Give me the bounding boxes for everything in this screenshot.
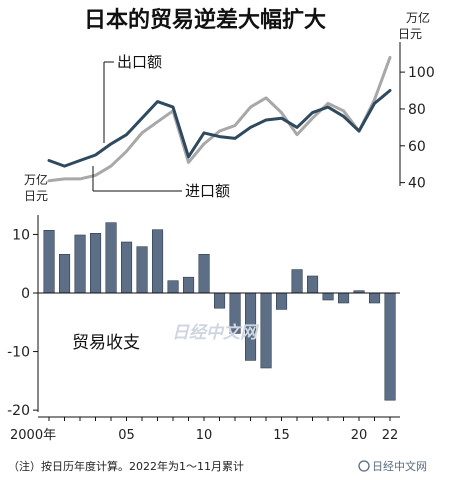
balance-bar bbox=[306, 275, 319, 294]
watermark: 日经中文网 bbox=[172, 323, 260, 343]
footnote: （注）按日历年度计算。2022年为1～11月累计 bbox=[8, 459, 244, 473]
import-line bbox=[47, 55, 392, 183]
trade-lines bbox=[47, 55, 392, 183]
export-series-label: 出口额 bbox=[117, 53, 162, 71]
balance-bar bbox=[58, 254, 71, 294]
balance-bar bbox=[167, 280, 179, 294]
balance-bar bbox=[384, 292, 396, 401]
balance-bar bbox=[136, 246, 148, 294]
bottom-y-tick-label: -20 bbox=[7, 403, 30, 419]
balance-bar bbox=[43, 230, 55, 294]
balance-bar bbox=[74, 234, 86, 294]
x-tick-label: 10 bbox=[196, 428, 213, 443]
x-tick-label: 05 bbox=[118, 428, 135, 443]
bottom-y-axis: 10 0 -10 -20 bbox=[7, 215, 39, 419]
balance-bar bbox=[198, 254, 210, 294]
x-tick-label: 15 bbox=[273, 428, 290, 443]
balance-bar bbox=[291, 269, 303, 294]
balance-bar bbox=[337, 292, 350, 304]
top-y-tick-label: 80 bbox=[408, 102, 426, 118]
balance-bar bbox=[90, 233, 102, 294]
trade-balance-bars bbox=[38, 222, 400, 401]
bottom-unit-line2: 日元 bbox=[24, 189, 48, 203]
bottom-y-tick-label: -10 bbox=[7, 345, 30, 361]
balance-bar bbox=[260, 292, 272, 369]
balance-bar bbox=[322, 292, 334, 301]
top-unit-line1: 万亿 bbox=[406, 10, 430, 25]
balance-bar bbox=[275, 292, 288, 310]
balance-bar bbox=[214, 292, 226, 309]
brand-logo-icon bbox=[358, 460, 370, 472]
import-series-label: 进口额 bbox=[185, 182, 230, 200]
balance-series-label: 贸易收支 bbox=[72, 333, 140, 353]
balance-bar bbox=[368, 292, 381, 304]
x-tick-label: 2000年 bbox=[10, 428, 56, 443]
top-y-tick-label: 60 bbox=[408, 139, 426, 155]
bottom-unit-line1: 万亿 bbox=[24, 172, 48, 187]
balance-bar bbox=[183, 276, 195, 294]
balance-bar bbox=[105, 222, 117, 294]
x-tick-label: 20 bbox=[351, 428, 368, 443]
export-line bbox=[47, 89, 392, 168]
top-y-tick-label: 40 bbox=[408, 176, 426, 192]
balance-bar bbox=[152, 229, 164, 294]
top-unit-line2: 日元 bbox=[398, 27, 422, 41]
bottom-y-tick-label: 10 bbox=[12, 227, 30, 243]
bottom-y-tick-label: 0 bbox=[21, 286, 30, 302]
top-y-tick-label: 100 bbox=[408, 65, 435, 81]
brand-logo: 日经中文网 bbox=[358, 459, 427, 473]
x-tick-label: 22 bbox=[382, 428, 399, 443]
top-y-axis: 40 60 80 100 bbox=[399, 42, 435, 192]
x-axis: 2000年 05 10 15 20 22 bbox=[10, 416, 400, 443]
chart-title: 日本的贸易逆差大幅扩大 bbox=[84, 7, 326, 33]
brand-text: 日经中文网 bbox=[372, 459, 427, 473]
balance-bar bbox=[121, 241, 133, 294]
